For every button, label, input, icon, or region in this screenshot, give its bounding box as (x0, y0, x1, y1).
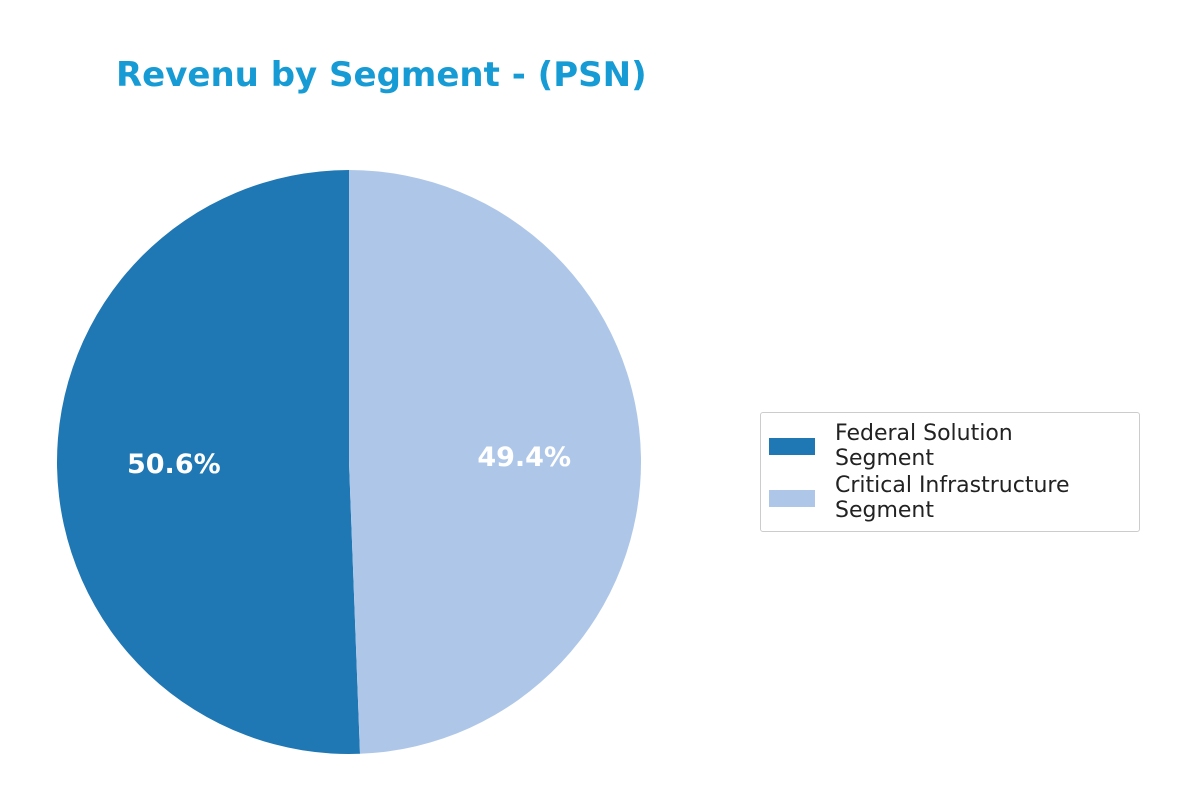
legend-item: Critical Infrastructure Segment (761, 473, 1139, 523)
pie-slice (57, 170, 361, 754)
chart-title: Revenu by Segment - (PSN) (116, 55, 647, 95)
pie-slice (349, 169, 642, 754)
value-label: 50.6% (127, 449, 221, 480)
value-label: 49.4% (477, 442, 571, 473)
legend-swatch (769, 489, 815, 507)
legend-label: Critical Infrastructure Segment (835, 473, 1070, 523)
legend: Federal Solution Segment Critical Infrast… (760, 412, 1140, 532)
legend-swatch (769, 437, 815, 455)
legend-label: Federal Solution Segment (835, 421, 1013, 471)
legend-item: Federal Solution Segment (761, 421, 1139, 471)
